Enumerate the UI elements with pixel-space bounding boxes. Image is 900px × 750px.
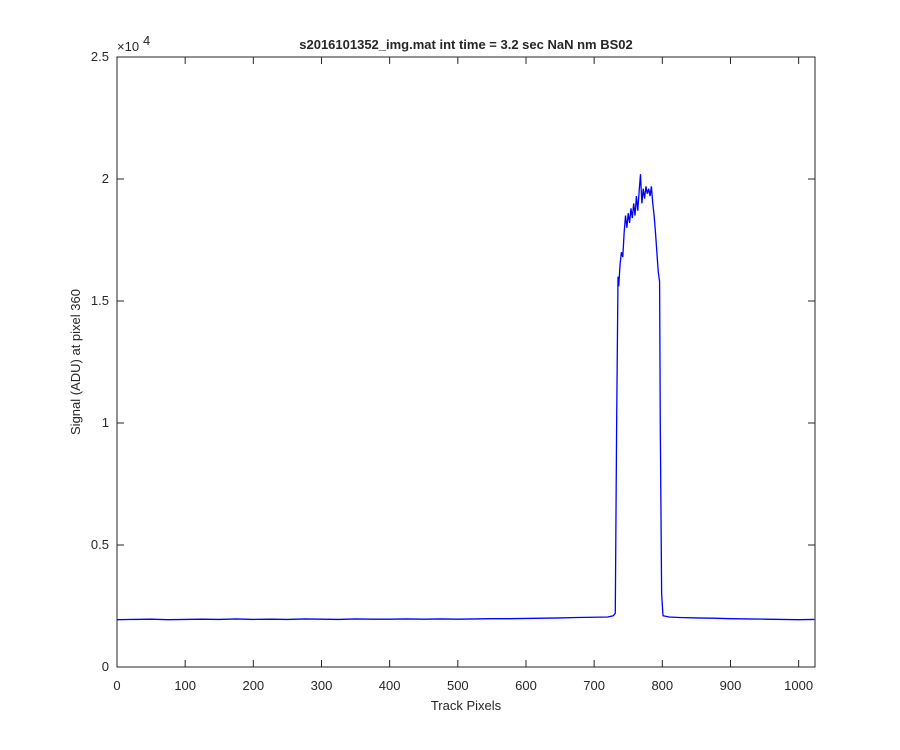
x-tick-label: 200	[242, 678, 264, 693]
y-tick-label: 0	[102, 659, 109, 674]
y-tick-label: 2	[102, 171, 109, 186]
y-scale-exponent: 4	[143, 33, 150, 48]
y-tick-label: 1.5	[91, 293, 109, 308]
y-scale-base: ×10	[117, 39, 139, 54]
x-tick-label: 400	[379, 678, 401, 693]
chart-title: s2016101352_img.mat int time = 3.2 sec N…	[299, 37, 633, 52]
x-tick-label: 500	[447, 678, 469, 693]
y-tick-label: 0.5	[91, 537, 109, 552]
x-tick-label: 800	[651, 678, 673, 693]
data-line	[116, 174, 815, 621]
x-tick-label: 700	[583, 678, 605, 693]
x-tick-label: 1000	[784, 678, 813, 693]
x-tick-label: 100	[174, 678, 196, 693]
x-tick-label: 900	[720, 678, 742, 693]
x-tick-label: 0	[113, 678, 120, 693]
y-axis-label: Signal (ADU) at pixel 360	[68, 289, 83, 435]
x-tick-label: 300	[311, 678, 333, 693]
axes-box	[116, 56, 816, 668]
y-tick-label: 1	[102, 415, 109, 430]
x-axis-label: Track Pixels	[431, 698, 502, 713]
y-tick-label: 2.5	[91, 49, 109, 64]
x-tick-label: 600	[515, 678, 537, 693]
